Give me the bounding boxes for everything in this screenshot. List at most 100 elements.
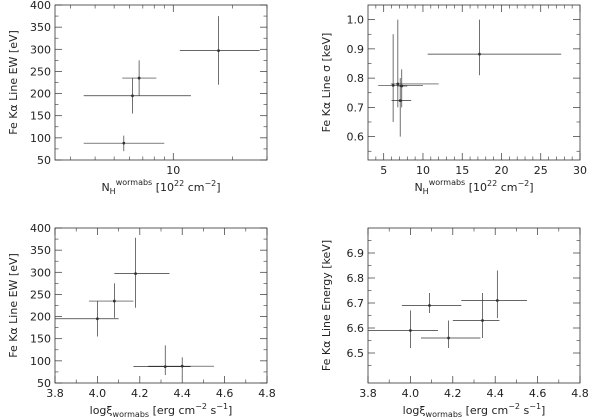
x-tick-label: 4.2 [131,387,149,400]
xlabel-part: ] [228,404,232,417]
y-tick-label: 50 [37,377,51,390]
x-axis-label: logξwormabs [erg cm−2 s−1] [90,402,233,419]
y-tick-label: 300 [30,266,51,279]
y-axis-label: Fe Kα Line EW [eV] [7,253,20,358]
data-point [390,19,439,108]
y-axis-label: Fe Kα Line Energy [keV] [320,240,333,371]
xlabel-sup: 22 [487,179,497,188]
y-tick-label: 350 [30,21,51,34]
point-marker [400,84,404,88]
x-tick-label: 4.6 [216,387,234,400]
point-marker [495,299,499,302]
point-marker [447,336,450,340]
data-point [55,301,119,337]
xlabel-part: s [207,404,216,417]
x-tick-label: 4.4 [486,387,504,400]
xlabel-part: N [101,181,109,194]
y-tick-label: 0.6 [347,131,365,144]
data-point [122,60,157,96]
panel-c: 3.8 4.0 4.2 4.4 4.6 4.8 50 100 150 200 250 300 350 40… [7,222,276,419]
xlabel-part: logξ [403,404,426,417]
point-marker [180,364,184,368]
xlabel-sup: −2 [204,179,216,188]
y-tick-label: 250 [30,65,51,78]
point-marker [134,272,137,276]
x-axis-label: NHwormabs [1022 cm−2] [414,178,533,196]
x-tick-label: 4.2 [444,387,462,400]
data-point [378,34,423,122]
xlabel-sup: −2 [195,402,207,411]
x-tick-label: 25 [534,164,548,177]
y-tick-label: 6.8 [347,272,365,285]
y-tick-label: 400 [30,222,51,235]
xlabel-part: ] [529,181,533,194]
y-tick-label: 400 [30,0,51,12]
plot-frame [54,4,268,161]
xlabel-sup: −1 [216,402,228,411]
data-point [461,270,527,318]
x-tick-label: 4.8 [571,387,589,400]
data-point [148,357,214,377]
y-tick-label: 100 [30,355,51,368]
data-point [397,69,408,108]
point-marker [96,317,99,321]
x-tick-label: 4.6 [529,387,547,400]
point-marker [396,82,400,86]
xlabel-part: cm [184,181,204,194]
data-point [452,293,500,338]
y-tick-label: 200 [30,88,51,101]
y-tick-label: 0.9 [347,43,365,56]
xlabel-part: logξ [90,404,113,417]
xlabel-part: N [414,181,422,194]
point-marker [391,84,395,87]
x-tick-label: 20 [494,164,508,177]
y-tick-label: 100 [30,132,51,145]
y-tick-label: 50 [37,154,51,167]
x-axis-label: NHwormabs [1022 cm−2] [101,178,220,196]
xlabel-sub: H [423,187,429,196]
xlabel-part: [10 [465,181,487,194]
xlabel-sup: −2 [508,402,520,411]
x-axis-label: logξwormabs [erg cm−2 s−1] [403,402,546,419]
data-point [421,320,481,348]
xlabel-sub: wormabs [113,410,150,419]
y-tick-label: 6.7 [347,297,365,310]
point-marker [217,49,220,53]
data-point [114,237,170,308]
xlabel-part: cm [497,181,517,194]
xlabel-sup: wormabs [429,178,466,187]
data-point [83,135,165,152]
x-tick-label: 3.8 [359,387,377,400]
y-tick-label: 6.6 [347,322,365,335]
x-tick-label: 10 [416,164,430,177]
y-tick-label: 200 [30,311,51,324]
data-point [88,283,134,318]
x-tick-label: 30 [573,164,587,177]
xlabel-sub: wormabs [426,410,463,419]
y-axis-label: Fe Kα Line σ [keV] [320,33,333,133]
point-marker [112,299,116,303]
y-tick-label: 150 [30,333,51,346]
x-tick-label: 3.8 [46,387,64,400]
data-point [427,19,562,76]
xlabel-part: ] [541,404,545,417]
y-tick-label: 6.5 [347,347,365,360]
point-marker [481,319,484,322]
point-marker [131,94,134,98]
x-tick-label: 4.8 [258,387,276,400]
data-point [179,16,260,85]
x-tick-label: 4.4 [173,387,191,400]
xlabel-sup: −1 [529,402,541,411]
point-marker [478,52,481,56]
y-tick-label: 300 [30,43,51,56]
point-marker [398,99,402,103]
x-tick-label: 15 [455,164,469,177]
y-tick-label: 0.7 [347,101,365,114]
y-tick-label: 1.0 [347,14,365,27]
y-axis-label: Fe Kα Line EW [eV] [7,30,20,135]
data-point [368,310,438,348]
data-point [401,293,462,313]
x-tick-label: 10 [166,164,180,177]
point-marker [122,141,126,145]
